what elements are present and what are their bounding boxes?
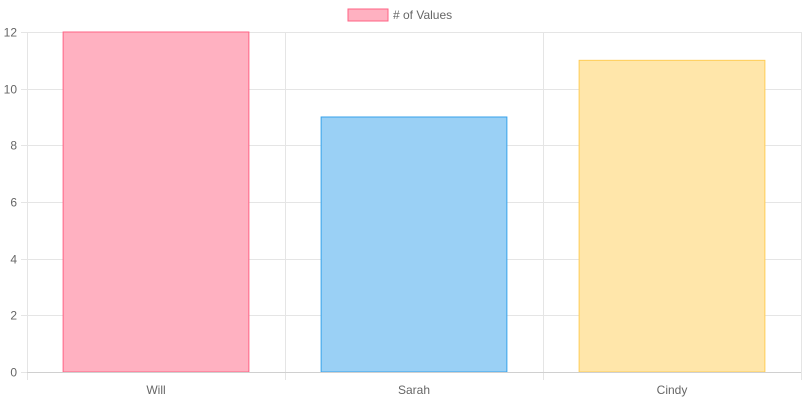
axis-layer: 0 2 4 6 8 10 12 Will Sarah Cindy bbox=[4, 26, 801, 397]
y-tick-label: 12 bbox=[4, 26, 18, 40]
y-tick-label: 10 bbox=[4, 83, 18, 97]
bar-sarah[interactable] bbox=[320, 116, 508, 373]
y-tick-label: 6 bbox=[10, 196, 17, 210]
y-tick-label: 8 bbox=[10, 139, 17, 153]
x-tick-label: Will bbox=[146, 383, 165, 397]
x-tick-label: Cindy bbox=[657, 383, 688, 397]
x-tick-label: Sarah bbox=[398, 383, 430, 397]
bar-will[interactable] bbox=[62, 31, 250, 373]
y-tick-label: 4 bbox=[10, 253, 17, 267]
bar-cindy[interactable] bbox=[578, 59, 766, 373]
y-tick-label: 2 bbox=[10, 309, 17, 323]
legend-swatch[interactable] bbox=[347, 8, 389, 22]
legend[interactable]: # of Values bbox=[347, 8, 452, 22]
legend-label[interactable]: # of Values bbox=[393, 8, 452, 22]
bar-layer bbox=[62, 31, 766, 373]
y-tick-label: 0 bbox=[10, 366, 17, 380]
